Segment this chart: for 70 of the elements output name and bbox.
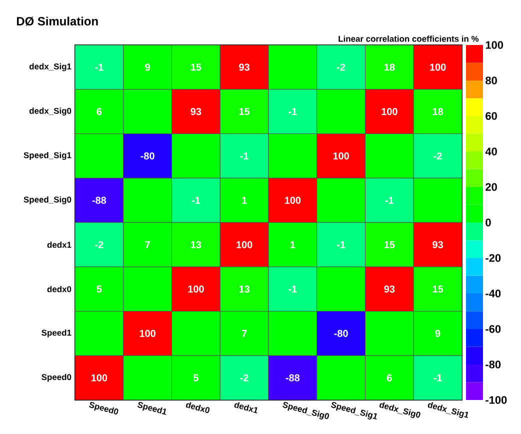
data-label: -1 <box>240 152 248 160</box>
data-label: 100 <box>284 196 301 204</box>
data-label: 93 <box>190 108 202 116</box>
color-bar-label: -40 <box>486 290 501 298</box>
data-label: 13 <box>239 286 250 293</box>
data-label: 1 <box>290 241 296 248</box>
color-bar-label: 100 <box>486 41 504 49</box>
data-label: 9 <box>145 64 150 71</box>
y-tick-label: Speed1 <box>42 329 72 338</box>
x-tick-label: Speed1 <box>137 402 166 415</box>
data-label: 100 <box>430 64 446 71</box>
data-label: 18 <box>432 108 444 116</box>
data-label: -80 <box>140 152 154 160</box>
data-label: 5 <box>193 374 198 382</box>
data-label: -2 <box>95 241 104 248</box>
data-label: 13 <box>191 241 202 248</box>
data-label: 7 <box>242 330 247 337</box>
data-label: 100 <box>236 241 252 248</box>
y-tick-label: Speed_Sig1 <box>24 152 72 160</box>
data-label: 100 <box>333 152 349 160</box>
data-label: -1 <box>385 196 394 204</box>
color-bar-label: -100 <box>486 396 507 404</box>
data-label: -80 <box>334 330 348 337</box>
color-bar-label: 20 <box>486 183 497 191</box>
data-label: 15 <box>432 286 444 293</box>
data-label: -88 <box>286 374 300 382</box>
data-label: 5 <box>96 286 102 293</box>
data-label: 100 <box>188 286 204 293</box>
color-bar-label: -80 <box>486 360 501 368</box>
data-label: 6 <box>96 108 102 116</box>
data-label: 93 <box>239 64 250 71</box>
data-label: 100 <box>92 374 108 382</box>
data-label: 93 <box>384 286 395 293</box>
x-tick-label: dedx1 <box>234 402 258 414</box>
data-label: 15 <box>384 241 395 248</box>
x-tick-label: dedx0 <box>186 402 210 414</box>
color-bar-label: -20 <box>486 254 501 262</box>
data-label: -1 <box>434 374 442 382</box>
data-label: 18 <box>384 64 395 71</box>
data-label: -2 <box>240 374 248 382</box>
chart-title: DØ Simulation <box>16 16 98 26</box>
y-tick-label: Speed_Sig0 <box>24 196 72 204</box>
data-label: -1 <box>95 64 104 71</box>
y-tick-label: dedx_Sig1 <box>29 63 72 72</box>
data-label: 100 <box>140 330 156 337</box>
color-bar-label: 0 <box>486 218 491 226</box>
data-label: -2 <box>434 152 442 160</box>
y-tick-label: dedx1 <box>47 242 72 248</box>
data-label: -1 <box>192 196 200 204</box>
data-label: 93 <box>432 241 443 248</box>
data-label: 15 <box>239 108 250 116</box>
color-bar-label: 40 <box>485 148 497 156</box>
data-label: -1 <box>337 241 346 248</box>
data-label: 9 <box>435 330 440 337</box>
data-label: -1 <box>288 108 297 115</box>
data-label: -1 <box>288 286 297 292</box>
data-label: 7 <box>145 241 150 248</box>
x-tick-label: Speed0 <box>89 402 118 414</box>
y-tick-label: Speed0 <box>42 374 72 382</box>
data-label: 100 <box>382 108 398 116</box>
data-label: 15 <box>191 64 202 71</box>
data-label: -2 <box>337 64 346 71</box>
data-label: -88 <box>92 196 106 204</box>
color-bar-label: -60 <box>486 325 501 333</box>
color-bar-label: 80 <box>486 76 497 84</box>
color-bar-label: 60 <box>486 112 497 120</box>
y-tick-label: dedx0 <box>47 286 72 292</box>
data-label: 1 <box>242 196 247 204</box>
y-tick-label: dedx_Sig0 <box>29 108 72 116</box>
color-bar-title: Linear correlation coefficients in % <box>338 36 479 42</box>
